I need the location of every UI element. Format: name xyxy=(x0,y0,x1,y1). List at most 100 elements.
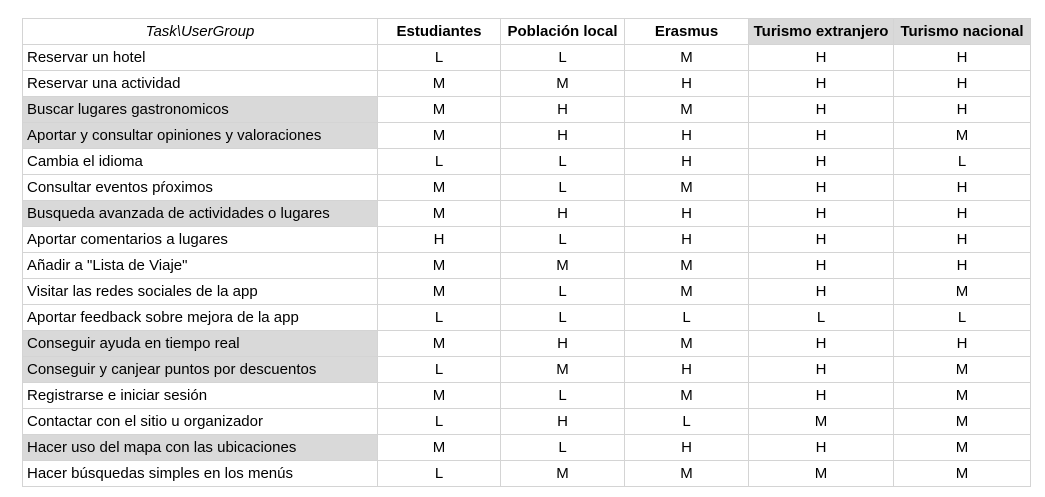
priority-cell: M xyxy=(893,382,1031,409)
priority-cell: H xyxy=(893,174,1031,201)
priority-cell: L xyxy=(377,148,501,175)
priority-cell: M xyxy=(377,70,501,97)
priority-cell: M xyxy=(624,252,749,279)
task-cell: Visitar las redes sociales de la app xyxy=(22,278,378,305)
priority-cell: H xyxy=(624,148,749,175)
priority-cell: H xyxy=(500,330,625,357)
priority-cell: L xyxy=(500,304,625,331)
priority-cell: H xyxy=(748,96,894,123)
priority-cell: H xyxy=(748,382,894,409)
priority-cell: M xyxy=(893,408,1031,435)
priority-cell: L xyxy=(748,304,894,331)
table-row: Hacer uso del mapa con las ubicaciones M L… xyxy=(22,434,1031,461)
priority-cell: H xyxy=(500,122,625,149)
table-row: Registrarse e iniciar sesión M L M H M xyxy=(22,382,1031,409)
table-row: Contactar con el sitio u organizador L H L M… xyxy=(22,408,1031,435)
column-header: Erasmus xyxy=(624,18,749,45)
task-cell: Reservar un hotel xyxy=(22,44,378,71)
task-cell: Conseguir ayuda en tiempo real xyxy=(22,330,378,357)
priority-cell: H xyxy=(624,226,749,253)
table-row: Añadir a "Lista de Viaje" M M M H H xyxy=(22,252,1031,279)
column-header: Población local xyxy=(500,18,625,45)
priority-cell: H xyxy=(748,122,894,149)
priority-cell: L xyxy=(500,278,625,305)
header-row: Task\UserGroup Estudiantes Población loca… xyxy=(22,18,1031,45)
task-cell: Cambia el idioma xyxy=(22,148,378,175)
task-cell: Busqueda avanzada de actividades o lugar… xyxy=(22,200,378,227)
priority-cell: H xyxy=(500,200,625,227)
priority-cell: M xyxy=(624,174,749,201)
priority-cell: L xyxy=(377,460,501,487)
task-cell: Hacer uso del mapa con las ubicaciones xyxy=(22,434,378,461)
table-row: Aportar comentarios a lugares H L H H H xyxy=(22,226,1031,253)
priority-cell: L xyxy=(377,356,501,383)
task-cell: Hacer búsquedas simples en los menús xyxy=(22,460,378,487)
table-row: Aportar y consultar opiniones y valoraci… xyxy=(22,122,1031,149)
priority-cell: L xyxy=(377,304,501,331)
priority-cell: M xyxy=(377,382,501,409)
table-row: Reservar un hotel L L M H H xyxy=(22,44,1031,71)
task-cell: Buscar lugares gastronomicos xyxy=(22,96,378,123)
column-header: Estudiantes xyxy=(377,18,501,45)
task-cell: Reservar una actividad xyxy=(22,70,378,97)
priority-cell: M xyxy=(624,382,749,409)
priority-cell: L xyxy=(500,226,625,253)
priority-cell: H xyxy=(748,44,894,71)
priority-cell: M xyxy=(500,356,625,383)
priority-cell: M xyxy=(748,408,894,435)
priority-cell: L xyxy=(377,44,501,71)
priority-cell: H xyxy=(893,330,1031,357)
priority-cell: H xyxy=(624,122,749,149)
task-cell: Añadir a "Lista de Viaje" xyxy=(22,252,378,279)
priority-cell: H xyxy=(624,70,749,97)
priority-cell: M xyxy=(377,200,501,227)
task-cell: Conseguir y canjear puntos por descuento… xyxy=(22,356,378,383)
table-row: Buscar lugares gastronomicos M H M H H xyxy=(22,96,1031,123)
priority-cell: H xyxy=(624,356,749,383)
priority-cell: L xyxy=(893,304,1031,331)
priority-cell: M xyxy=(377,278,501,305)
table-row: Busqueda avanzada de actividades o lugar… xyxy=(22,200,1031,227)
priority-cell: H xyxy=(893,96,1031,123)
priority-cell: H xyxy=(500,408,625,435)
task-cell: Registrarse e iniciar sesión xyxy=(22,382,378,409)
priority-cell: H xyxy=(624,200,749,227)
priority-cell: M xyxy=(893,460,1031,487)
column-header: Turismo extranjero xyxy=(748,18,894,45)
priority-cell: H xyxy=(748,174,894,201)
priority-cell: H xyxy=(893,70,1031,97)
column-header: Turismo nacional xyxy=(893,18,1031,45)
priority-cell: L xyxy=(624,408,749,435)
priority-cell: H xyxy=(748,200,894,227)
priority-cell: M xyxy=(624,278,749,305)
table-row: Visitar las redes sociales de la app M L M H… xyxy=(22,278,1031,305)
task-cell: Aportar comentarios a lugares xyxy=(22,226,378,253)
table-row: Conseguir y canjear puntos por descuento… xyxy=(22,356,1031,383)
priority-cell: M xyxy=(624,44,749,71)
priority-cell: H xyxy=(624,434,749,461)
priority-cell: M xyxy=(377,330,501,357)
priority-cell: H xyxy=(377,226,501,253)
priority-cell: H xyxy=(893,226,1031,253)
priority-cell: L xyxy=(893,148,1031,175)
priority-cell: L xyxy=(500,434,625,461)
priority-cell: M xyxy=(500,460,625,487)
priority-cell: H xyxy=(893,44,1031,71)
task-usergroup-table: Task\UserGroup Estudiantes Población loca… xyxy=(22,18,1031,487)
priority-cell: L xyxy=(500,148,625,175)
task-cell: Aportar feedback sobre mejora de la app xyxy=(22,304,378,331)
table-row: Hacer búsquedas simples en los menús L M M M… xyxy=(22,460,1031,487)
priority-cell: L xyxy=(500,382,625,409)
priority-cell: H xyxy=(748,148,894,175)
priority-cell: M xyxy=(377,96,501,123)
table-row: Cambia el idioma L L H H L xyxy=(22,148,1031,175)
priority-cell: M xyxy=(377,174,501,201)
task-cell: Consultar eventos pŕoximos xyxy=(22,174,378,201)
priority-cell: H xyxy=(893,200,1031,227)
priority-cell: L xyxy=(500,44,625,71)
priority-cell: M xyxy=(748,460,894,487)
priority-cell: M xyxy=(500,70,625,97)
priority-cell: H xyxy=(748,356,894,383)
priority-cell: L xyxy=(624,304,749,331)
priority-cell: M xyxy=(893,434,1031,461)
